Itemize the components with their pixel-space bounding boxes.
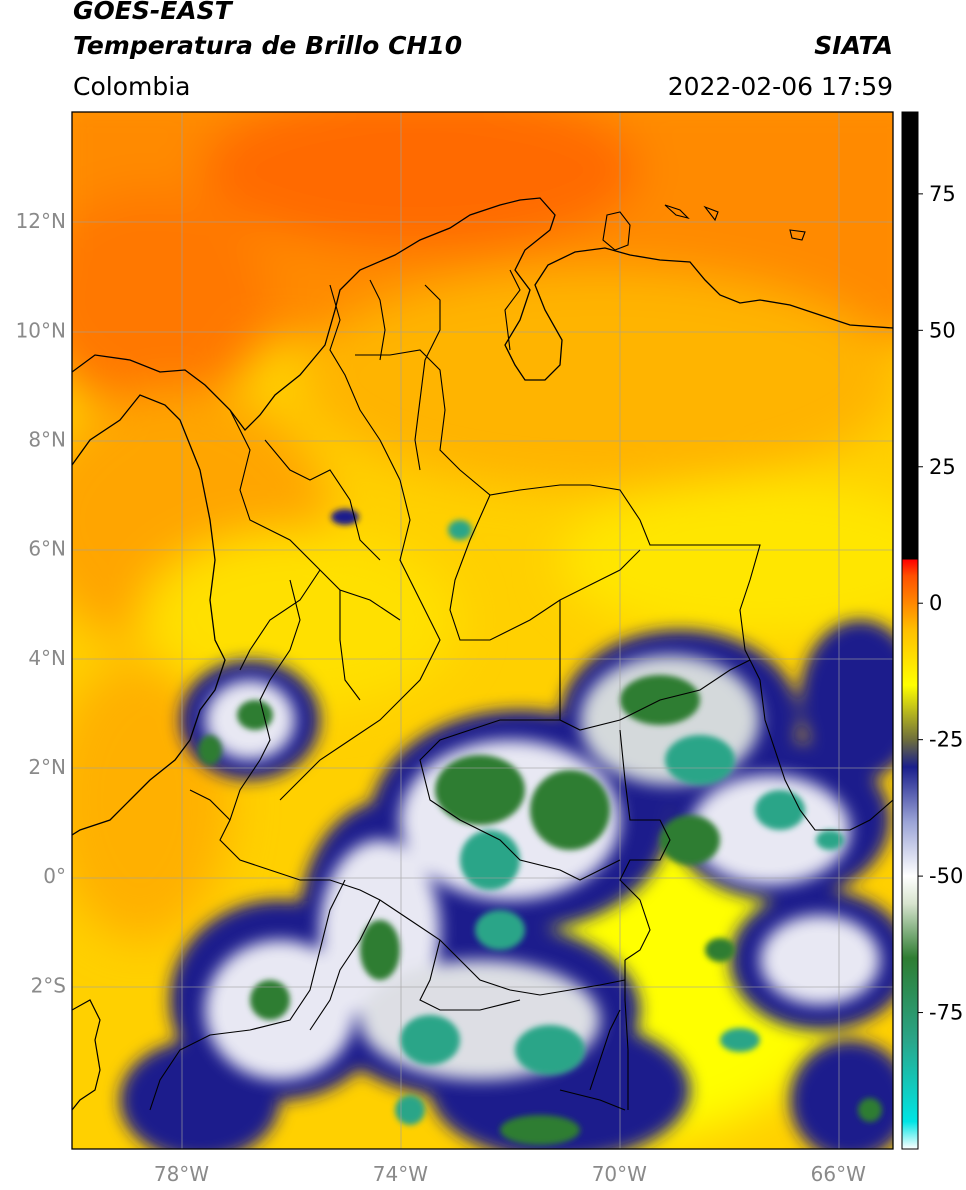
colorbar-tick-label: 75 (929, 182, 956, 206)
colorbar-tick-label: -50 (929, 864, 963, 888)
map-frame (71, 111, 894, 1150)
colorbar: 75 50 25 0 -25 -50 -75 (901, 111, 963, 1150)
colorbar-tick-label: 25 (929, 455, 956, 479)
region-label: Colombia (73, 72, 191, 101)
graticule (72, 112, 893, 1149)
satellite-title: GOES-EAST (73, 0, 232, 25)
coastline-ecuador (72, 999, 101, 1111)
colorbar-gradient (902, 112, 918, 1149)
island-margarita (602, 204, 806, 251)
colorbar-tick-label: -75 (929, 1001, 963, 1025)
agency-label: SIATA (814, 31, 893, 60)
lat-tick-label: 2°S (31, 973, 66, 997)
lat-tick-label: 4°N (28, 646, 66, 670)
colorbar-tick-label: 50 (929, 318, 956, 342)
lon-tick-label: 66°W (811, 1162, 866, 1186)
longitude-tick-labels: 78°W 74°W 70°W 66°W (154, 1162, 866, 1186)
product-title: Temperatura de Brillo CH10 (73, 31, 463, 60)
satellite-field (72, 112, 893, 1149)
lat-tick-label: 12°N (16, 209, 66, 233)
colorbar-tick-label: 0 (929, 591, 942, 615)
lat-tick-label: 6°N (28, 537, 66, 561)
colorbar-frame (901, 111, 919, 1150)
lon-tick-label: 74°W (373, 1162, 428, 1186)
lon-tick-label: 70°W (592, 1162, 647, 1186)
lat-tick-label: 8°N (28, 427, 66, 451)
coastline (72, 197, 893, 431)
latitude-tick-labels: 12°N 10°N 8°N 6°N 4°N 2°N 0° 2°S (16, 209, 66, 997)
admin-boundaries (149, 269, 893, 1111)
lat-tick-label: 10°N (16, 318, 66, 342)
lon-tick-label: 78°W (154, 1162, 209, 1186)
colorbar-tick-label: -25 (929, 728, 963, 752)
datetime-label: 2022-02-06 17:59 (667, 72, 893, 101)
coastline-pacific (72, 394, 226, 836)
lat-tick-label: 0° (43, 864, 66, 888)
lat-tick-label: 2°N (28, 755, 66, 779)
